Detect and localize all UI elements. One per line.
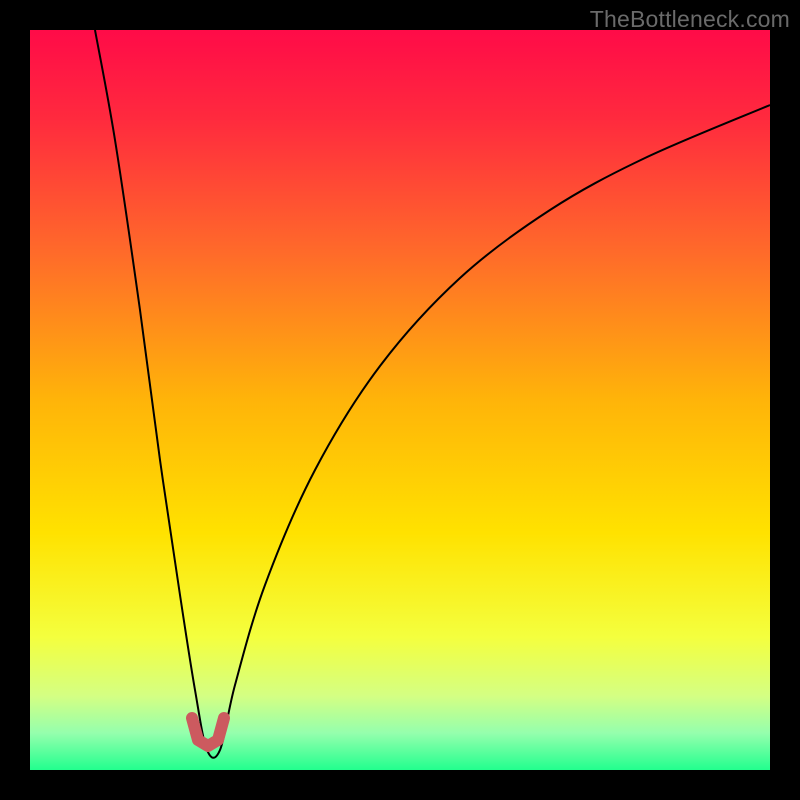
dip-marker — [192, 718, 224, 746]
plot-area — [30, 30, 770, 770]
chart-frame: TheBottleneck.com — [0, 0, 800, 800]
watermark-text: TheBottleneck.com — [590, 6, 790, 33]
bottleneck-curve — [95, 30, 770, 758]
curve-layer — [30, 30, 770, 770]
